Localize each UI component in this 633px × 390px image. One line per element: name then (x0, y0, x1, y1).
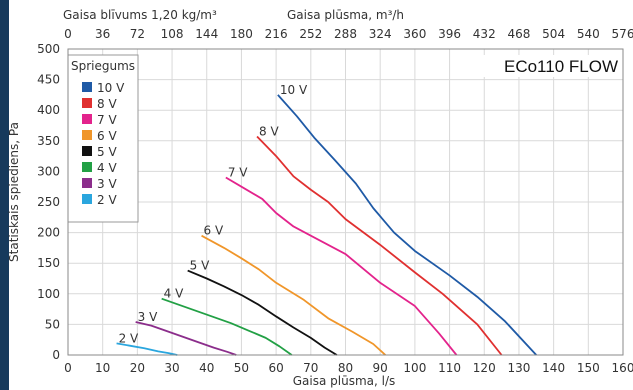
series-label: 8 V (259, 125, 279, 139)
y-tick-label: 50 (45, 317, 60, 331)
x-tick-label: 30 (164, 361, 179, 375)
legend-swatch (82, 194, 92, 204)
top-tick-label: 288 (334, 27, 357, 41)
x-tick-label: 50 (234, 361, 249, 375)
series-line-5v (187, 269, 338, 356)
top-tick-label: 252 (299, 27, 322, 41)
legend-swatch (82, 146, 92, 156)
top-tick-label: 180 (230, 27, 253, 41)
series-line-6v (201, 234, 386, 356)
x-tick-label: 80 (338, 361, 353, 375)
legend-swatch (82, 162, 92, 172)
top-tick-label: 468 (507, 27, 530, 41)
tick-labels: 0 10 20 30 40 50 60 70 80 90 100 110 120 130 140 150 160… (37, 27, 633, 375)
y-tick-label: 150 (37, 256, 60, 270)
x-tick-label: 70 (303, 361, 318, 375)
x-tick-label: 130 (507, 361, 530, 375)
x-tick-label: 20 (130, 361, 145, 375)
top-tick-label: 36 (95, 27, 110, 41)
series-label: 2 V (119, 331, 139, 345)
series-label: 7 V (228, 166, 248, 180)
x-tick-label: 40 (199, 361, 214, 375)
series-line-10v (277, 94, 537, 356)
top-tick-label: 360 (403, 27, 426, 41)
y-axis-label: Statiskais spiediens, Pa (7, 122, 21, 262)
x-tick-label: 0 (64, 361, 72, 375)
legend: Spriegums 10 V 8 V 7 V 6 V 5 V 4 V 3 V 2 V (67, 54, 139, 223)
y-tick-label: 500 (37, 42, 60, 56)
y-tick-label: 250 (37, 195, 60, 209)
series-label: 3 V (138, 310, 158, 324)
legend-swatch (82, 178, 92, 188)
series-lines (116, 94, 537, 356)
plot-frame (67, 48, 624, 356)
legend-items: 10 V 8 V 7 V 6 V 5 V 4 V 3 V 2 V (82, 81, 125, 207)
top-tick-label: 432 (473, 27, 496, 41)
series-line-8v (256, 135, 503, 356)
y-tick-label: 450 (37, 73, 60, 87)
legend-label: 5 V (97, 145, 117, 159)
x-tick-label: 60 (268, 361, 283, 375)
y-tick-label: 0 (52, 348, 60, 362)
legend-swatch (82, 114, 92, 124)
x-tick-label: 110 (438, 361, 461, 375)
x-axis-label: Gaisa plūsma, l/s (293, 374, 396, 388)
legend-box (67, 54, 139, 223)
legend-label: 8 V (97, 97, 117, 111)
model-label: ECo110 FLOW (504, 57, 618, 76)
top-tick-label: 540 (577, 27, 600, 41)
legend-label: 3 V (97, 177, 117, 191)
y-tick-label: 100 (37, 287, 60, 301)
top-tick-label: 504 (542, 27, 565, 41)
x-tick-label: 160 (612, 361, 633, 375)
left-accent-bar (0, 0, 9, 390)
series-line-7v (225, 176, 458, 356)
series-line-3v (135, 321, 237, 356)
top-tick-label: 396 (438, 27, 461, 41)
x-tick-label: 100 (403, 361, 426, 375)
legend-swatch (82, 82, 92, 92)
density-label: Gaisa blīvums 1,20 kg/m³ (63, 8, 217, 22)
legend-swatch (82, 130, 92, 140)
legend-label: 2 V (97, 193, 117, 207)
legend-swatch (82, 98, 92, 108)
x-tick-label: 120 (473, 361, 496, 375)
x-tick-label: 90 (373, 361, 388, 375)
y-tick-label: 350 (37, 134, 60, 148)
top-tick-label: 0 (64, 27, 72, 41)
top-axis-label: Gaisa plūsma, m³/h (287, 8, 404, 22)
legend-title: Spriegums (71, 59, 135, 73)
top-tick-label: 324 (369, 27, 392, 41)
x-tick-label: 10 (95, 361, 110, 375)
legend-label: 6 V (97, 129, 117, 143)
series-line-2v (116, 342, 178, 356)
legend-label: 7 V (97, 113, 117, 127)
top-tick-label: 72 (130, 27, 145, 41)
series-labels: 10 V 8 V 7 V 6 V 5 V 4 V 3 V 2 V (119, 83, 308, 345)
x-tick-label: 140 (542, 361, 565, 375)
top-tick-label: 108 (161, 27, 184, 41)
top-tick-label: 216 (265, 27, 288, 41)
legend-label: 10 V (97, 81, 125, 95)
top-tick-label: 576 (612, 27, 633, 41)
x-tick-label: 150 (577, 361, 600, 375)
series-label: 4 V (164, 287, 184, 301)
series-label: 10 V (280, 83, 308, 97)
y-tick-label: 200 (37, 226, 60, 240)
top-tick-label: 144 (195, 27, 218, 41)
legend-label: 4 V (97, 161, 117, 175)
series-line-4v (161, 297, 293, 356)
y-tick-label: 300 (37, 164, 60, 178)
series-label: 6 V (204, 224, 224, 238)
y-tick-label: 400 (37, 103, 60, 117)
model-label-box (480, 55, 622, 77)
series-label: 5 V (190, 259, 210, 273)
